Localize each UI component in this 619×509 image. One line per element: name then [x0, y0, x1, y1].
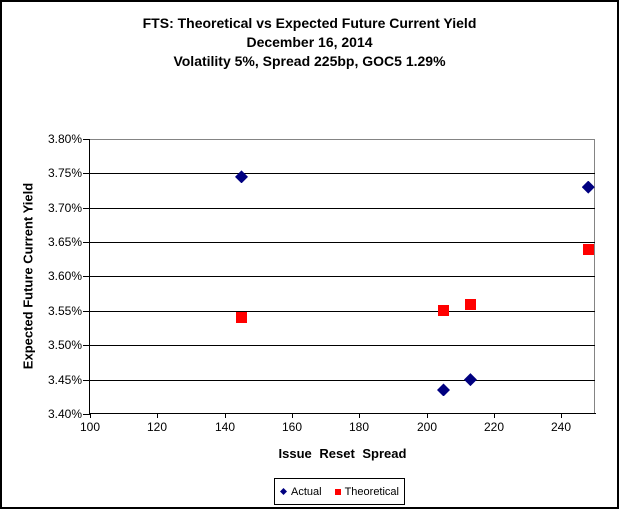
y-tick-mark — [83, 345, 90, 346]
x-tick-label: 100 — [79, 420, 101, 434]
x-tick-mark — [359, 414, 360, 418]
y-tick-label: 3.80% — [47, 132, 82, 146]
x-tick-label: 240 — [550, 420, 572, 434]
data-point-actual — [437, 383, 450, 397]
x-axis-title: Issue Reset Spread — [278, 446, 407, 461]
legend-box: Actual Theoretical — [274, 478, 405, 505]
x-tick-mark — [157, 414, 158, 418]
y-tick-label: 3.45% — [47, 373, 82, 387]
y-tick-mark — [83, 208, 90, 209]
data-point-actual — [463, 373, 477, 387]
gridline — [90, 380, 595, 381]
y-tick-label: 3.70% — [47, 201, 82, 215]
chart-subtitle-params: Volatility 5%, Spread 225bp, GOC5 1.29% — [173, 53, 446, 69]
legend-item-actual: Actual — [280, 486, 322, 498]
x-tick-label: 180 — [348, 420, 370, 434]
square-icon — [334, 488, 341, 495]
y-tick-mark — [83, 276, 90, 277]
data-point-theoretical — [438, 305, 449, 317]
x-tick-label: 160 — [281, 420, 303, 434]
chart-subtitle-date: December 16, 2014 — [246, 34, 373, 50]
gridline — [90, 311, 595, 312]
y-tick-mark — [83, 414, 90, 415]
legend-label-theoretical: Theoretical — [344, 485, 399, 498]
diamond-icon — [280, 488, 287, 495]
y-tick-label: 3.65% — [47, 235, 82, 249]
x-tick-mark — [90, 414, 91, 418]
y-tick-mark — [83, 173, 90, 174]
x-tick-label: 120 — [146, 420, 168, 434]
chart-title: FTS: Theoretical vs Expected Future Curr… — [142, 15, 477, 31]
y-tick-label: 3.40% — [47, 407, 82, 421]
y-tick-mark — [83, 311, 90, 312]
y-tick-label: 3.55% — [47, 304, 82, 318]
gridline — [90, 276, 595, 277]
data-point-theoretical — [236, 312, 247, 324]
data-point-theoretical — [582, 243, 594, 255]
x-tick-label: 220 — [483, 420, 505, 434]
legend-item-theoretical: Theoretical — [334, 485, 399, 498]
y-tick-mark — [83, 139, 90, 140]
y-tick-mark — [83, 242, 90, 243]
chart-title-block: FTS: Theoretical vs Expected Future Curr… — [2, 14, 617, 71]
gridline — [90, 173, 595, 174]
y-tick-label: 3.75% — [47, 166, 82, 180]
y-tick-mark — [83, 380, 90, 381]
gridline — [90, 208, 595, 209]
x-tick-label: 140 — [214, 420, 236, 434]
data-point-actual — [235, 170, 248, 184]
x-tick-mark — [292, 414, 293, 418]
y-tick-label: 3.60% — [47, 269, 82, 283]
x-tick-label: 200 — [416, 420, 438, 434]
data-point-theoretical — [464, 298, 476, 310]
x-tick-mark — [494, 414, 495, 418]
x-tick-mark — [561, 414, 562, 418]
x-tick-mark — [225, 414, 226, 418]
y-tick-label: 3.50% — [47, 338, 82, 352]
gridline — [90, 242, 595, 243]
gridline — [90, 345, 595, 346]
x-tick-mark — [427, 414, 428, 418]
data-point-actual — [581, 180, 595, 194]
x-axis-line — [89, 413, 596, 414]
legend-label-actual: Actual — [291, 485, 322, 498]
